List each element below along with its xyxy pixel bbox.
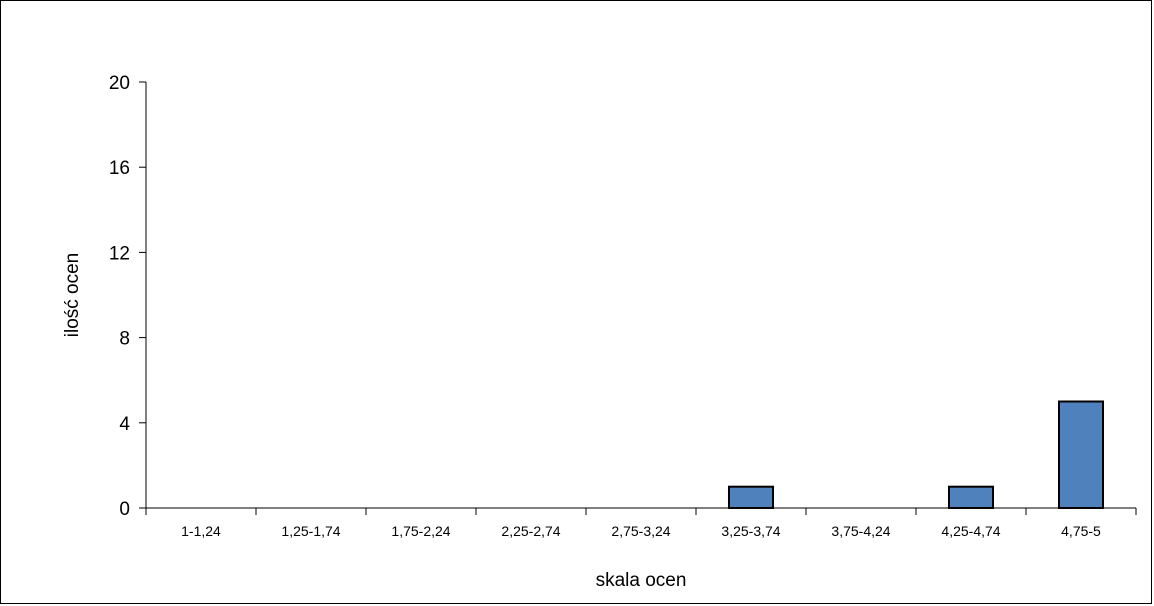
- x-tick-label: 2,25-2,74: [501, 523, 560, 539]
- axes: [145, 82, 1136, 509]
- x-tick-label: 3,75-4,24: [831, 523, 890, 539]
- y-tick-label: 20: [109, 73, 130, 94]
- y-tick-label: 16: [109, 158, 130, 179]
- x-tick-label: 4,75-5: [1061, 523, 1101, 539]
- y-tick-label: 0: [119, 499, 130, 520]
- bar: [1058, 400, 1104, 509]
- x-tick-label: 1,75-2,24: [391, 523, 450, 539]
- x-tick-label: 3,25-3,74: [721, 523, 780, 539]
- x-tick-label: 2,75-3,24: [611, 523, 670, 539]
- x-tick-label: 4,25-4,74: [941, 523, 1000, 539]
- x-axis-title: skala ocen: [596, 570, 687, 591]
- x-tick-label: 1,25-1,74: [281, 523, 340, 539]
- y-ticks: 0 4 8 12 16 20: [109, 73, 146, 520]
- bar: [728, 485, 774, 510]
- y-tick-label: 4: [119, 414, 130, 435]
- x-ticks: 1-1,24 1,25-1,74 1,75-2,24 2,25-2,74 2,75-3,…: [145, 508, 1137, 539]
- y-tick-label: 12: [109, 243, 130, 264]
- bars: [728, 400, 1104, 510]
- x-tick-label: 1-1,24: [181, 523, 221, 539]
- y-tick-label: 8: [119, 329, 130, 350]
- bar: [948, 485, 994, 510]
- y-axis-title: ilość ocen: [62, 253, 83, 338]
